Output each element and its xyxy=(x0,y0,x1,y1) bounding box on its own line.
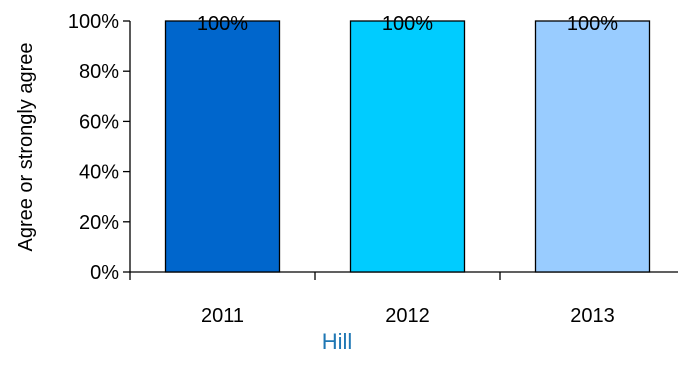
y-axis: 0% 20% 40% 60% 80% 100% xyxy=(68,11,131,284)
y-tick-label: 60% xyxy=(79,111,119,133)
data-label: 100% xyxy=(382,13,433,35)
bar-2011 xyxy=(164,20,281,273)
x-tick-label: 2012 xyxy=(385,305,430,327)
x-axis: 2011 2012 2013 xyxy=(129,271,678,327)
data-label: 100% xyxy=(567,13,618,35)
y-tick-label: 80% xyxy=(79,61,119,83)
y-tick-label: 100% xyxy=(68,11,119,33)
x-tick-label: 2011 xyxy=(201,305,244,327)
x-axis-title: Hill xyxy=(322,329,353,354)
y-axis-title: Agree or strongly agree xyxy=(15,42,37,251)
data-labels: 100% 100% 100% xyxy=(197,13,618,35)
y-tick-label: 0% xyxy=(90,262,119,284)
x-tick-label: 2013 xyxy=(570,305,615,327)
bar-2013 xyxy=(534,20,651,273)
y-tick-label: 20% xyxy=(79,212,119,234)
y-tick-label: 40% xyxy=(79,162,119,184)
bars xyxy=(164,20,651,273)
data-label: 100% xyxy=(197,13,248,35)
bar-2012 xyxy=(349,20,466,273)
